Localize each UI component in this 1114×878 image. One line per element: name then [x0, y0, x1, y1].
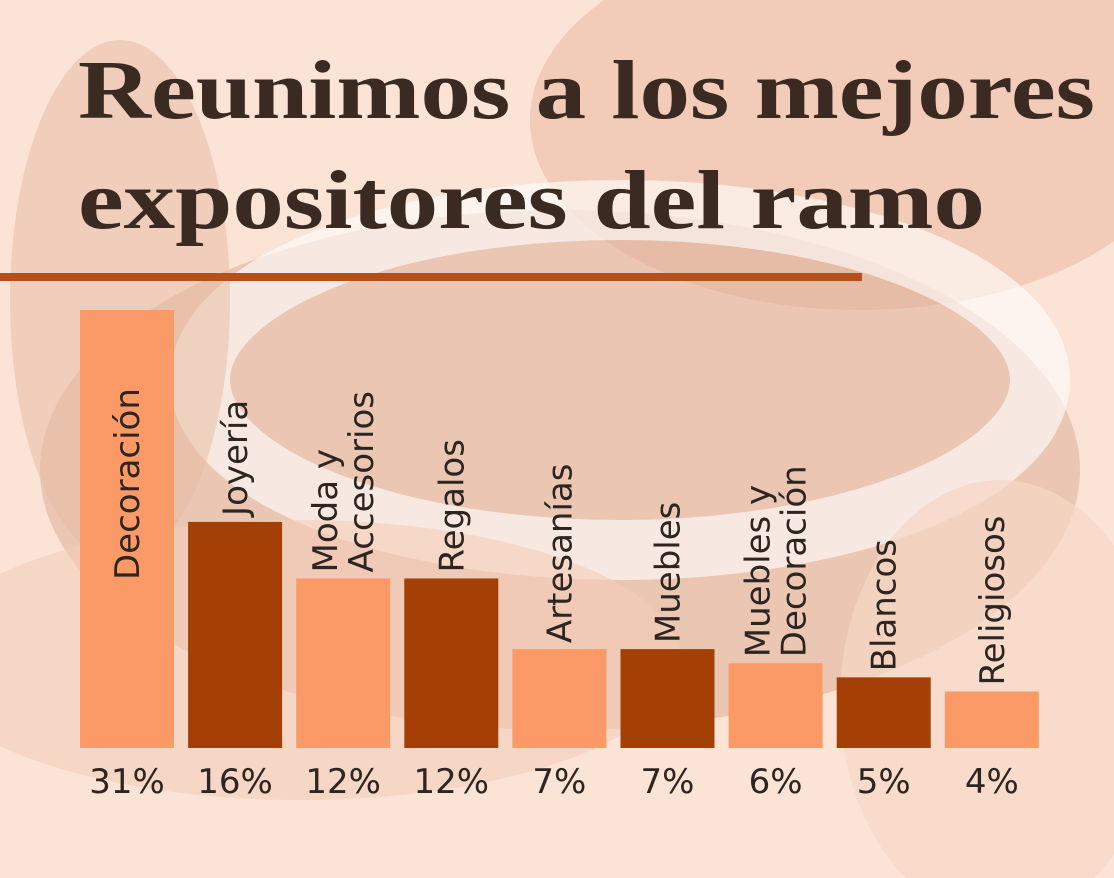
value-label: 4% [965, 762, 1019, 802]
category-label: Religiosos [973, 516, 1013, 686]
category-label: Joyería [216, 400, 256, 518]
category-label: Decoración [775, 465, 815, 657]
bar [728, 663, 823, 748]
category-label: Accesorios [342, 391, 382, 572]
bar [620, 649, 715, 748]
category-label: Muebles [649, 502, 689, 643]
bar [944, 691, 1039, 748]
value-label: 7% [532, 762, 586, 802]
category-label: Decoración [108, 388, 148, 580]
category-label: Blancos [865, 539, 905, 671]
category-label: Artesanías [540, 464, 580, 644]
value-label: 7% [641, 762, 695, 802]
bar [512, 649, 607, 748]
bar [80, 310, 174, 748]
category-label: Muebles y [739, 485, 779, 657]
value-label: 12% [414, 762, 490, 802]
bar [836, 677, 931, 748]
chart-title: Reunimos a los mejores [78, 44, 1095, 137]
value-label: 5% [857, 762, 911, 802]
value-label: 31% [89, 762, 165, 802]
category-label: Regalos [432, 439, 472, 572]
bar [404, 578, 499, 748]
title-rule [0, 273, 862, 281]
category-label: Moda y [306, 449, 346, 572]
value-label: 16% [197, 762, 273, 802]
value-label: 12% [305, 762, 381, 802]
chart-title: expositores del ramo [78, 154, 985, 247]
bar [296, 578, 391, 748]
value-label: 6% [749, 762, 803, 802]
bar [188, 521, 283, 748]
